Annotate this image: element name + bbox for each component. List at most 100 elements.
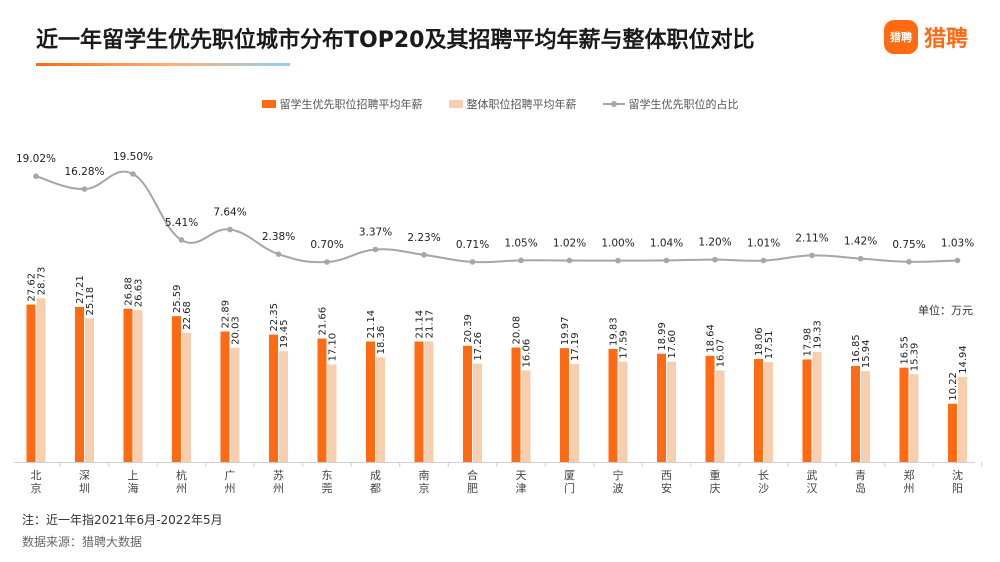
data-label-series2: 16.06 [522,339,533,368]
data-label-series3: 1.03% [941,237,974,249]
data-label-series1: 16.85 [851,334,862,363]
data-label-series2: 17.26 [473,332,484,361]
line-point-series3 [906,258,912,265]
line-point-series3 [275,251,282,257]
page-title: 近一年留学生优先职位城市分布TOP20及其招聘平均年薪与整体职位对比 [36,28,755,53]
data-label-series2: 14.94 [958,345,969,374]
x-tick-label: 成 [370,469,381,482]
x-tick-label: 汉 [807,482,818,495]
bar-series1 [754,359,763,462]
bar-series1 [948,403,957,462]
data-label-series2: 15.94 [861,340,872,369]
x-tick-label: 上 [128,469,139,482]
data-label-series1: 19.97 [560,317,571,346]
bar-series1 [802,359,812,462]
data-label-series3: 1.00% [601,238,634,250]
legend-item-series1: 留学生优先职位招聘平均年薪 [261,96,423,112]
bar-series2 [618,361,628,462]
data-label-series3: 0.71% [456,239,489,251]
bar-series1 [26,304,36,462]
bar-series2 [958,376,967,462]
line-point-series3 [518,257,524,264]
bar-series2 [36,298,46,462]
bar-series2 [133,310,143,462]
x-tick-label: 门 [564,481,575,495]
data-source: 数据来源：猎聘大数据 [22,535,143,549]
logo-text: 猎聘 [924,27,969,52]
data-label-series1: 22.89 [221,300,232,329]
data-label-series1: 21.66 [318,307,329,336]
bar-series1 [75,306,84,462]
bar-series1 [851,365,860,462]
bar-series1 [172,316,181,462]
bar-series1 [608,348,618,462]
bar-series1 [366,341,375,462]
data-label-series2: 16.07 [716,339,727,368]
line-point-series3 [954,257,961,264]
x-tick-label: 州 [904,482,915,495]
bar-series2 [570,364,579,462]
x-tick-label: 岛 [855,481,866,495]
x-tick-label: 西 [661,469,672,482]
data-label-series1: 27.62 [27,273,38,302]
bar-series1 [463,345,472,462]
x-tick-label: 厦 [564,469,575,482]
bar-series1 [220,331,230,462]
data-label-series2: 17.59 [619,330,630,359]
x-tick-label: 东 [322,469,333,482]
data-label-series3: 1.04% [650,237,683,249]
bar-series2 [667,361,676,462]
x-tick-label: 莞 [322,482,333,495]
x-tick-label: 沈 [952,468,963,482]
data-label-series1: 10.22 [948,372,959,401]
x-tick-label: 庆 [710,481,721,495]
data-label-series2: 22.68 [182,301,193,330]
x-tick-label: 波 [613,482,624,495]
x-tick-label: 合 [467,468,478,482]
line-point-series3 [809,252,815,259]
x-tick-label: 沙 [758,482,769,495]
unit-label: 单位：万元 [918,304,973,317]
x-tick-label: 杭 [176,468,187,482]
liepin-logo: 猎聘 猎聘 [884,20,968,54]
data-label-series1: 26.88 [124,277,135,306]
data-label-series2: 20.03 [231,316,242,345]
legend-swatch-series3 [602,100,625,108]
bar-series1 [657,353,666,462]
legend-label-series2: 整体职位招聘平均年薪 [466,98,577,111]
x-tick-label: 海 [128,481,139,495]
bar-series1 [123,308,133,462]
x-tick-label: 州 [273,482,284,495]
line-point-series3 [227,226,233,233]
logo-icon: 猎聘 [884,20,918,54]
data-label-series3: 1.05% [504,237,537,249]
bar-series2 [376,357,385,462]
bar-series1 [317,338,327,462]
data-label-series3: 1.02% [553,238,586,250]
data-label-series2: 18.36 [376,326,387,355]
line-point-series3 [130,171,136,177]
line-point-series3 [615,257,621,264]
bar-series1 [899,367,909,462]
data-label-series2: 17.10 [328,333,339,362]
bar-series2 [861,371,870,462]
x-tick-label: 武 [807,469,818,482]
line-point-series3 [857,255,864,262]
line-point-series3 [469,259,476,265]
x-tick-label: 圳 [79,482,90,495]
bar-series2 [279,351,288,462]
data-label-series2: 19.45 [279,319,290,348]
data-label-series1: 17.98 [803,328,814,357]
data-label-series3: 19.02% [16,153,56,165]
legend-swatch-series2 [448,100,463,108]
line-point-series3 [324,259,330,265]
legend-item-series3: 留学生优先职位的占比 [602,96,739,112]
data-label-series3: 2.23% [407,232,440,244]
data-label-series1: 19.83 [609,317,620,346]
bar-series2 [182,332,191,462]
data-label-series3: 7.64% [213,207,246,219]
x-tick-label: 重 [710,468,721,482]
data-label-series3: 16.28% [64,166,104,178]
footnote: 注：近一年指2021年6月-2022年5月 [22,513,223,527]
